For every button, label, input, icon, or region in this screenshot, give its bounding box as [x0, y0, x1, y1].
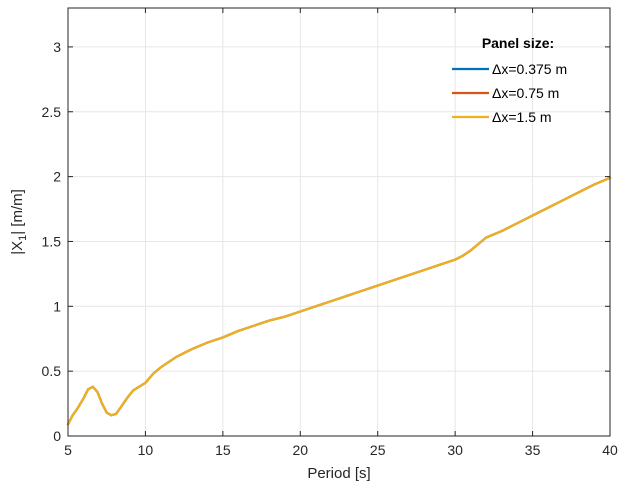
x-tick-label: 35: [525, 442, 541, 458]
x-tick-label: 30: [447, 442, 463, 458]
legend-title: Panel size:: [482, 35, 554, 51]
series-line-3: [66, 176, 612, 426]
legend-entry-1: Δx=0.375 m: [492, 61, 567, 77]
tick-labels: 5 10 15 20 25 30 35 40 0 0.5 1 1.5 2 2.5 3: [42, 39, 618, 458]
y-axis-label: |X1| [m/m]: [9, 189, 29, 255]
y-tick-label: 0.5: [42, 363, 62, 379]
legend: Panel size: Δx=0.375 m Δx=0.75 m Δx=1.5 m: [452, 35, 567, 125]
y-axis-label-subscript: 1: [17, 235, 29, 241]
plot-frame: [67, 7, 611, 437]
legend-entry-3: Δx=1.5 m: [492, 109, 552, 125]
x-tick-label: 10: [138, 442, 154, 458]
y-tick-label: 2: [53, 169, 61, 185]
y-axis-label-rest: | [m/m]: [9, 189, 26, 235]
legend-entries: Δx=0.375 m Δx=0.75 m Δx=1.5 m: [452, 61, 567, 125]
y-tick-label: 1.5: [42, 233, 62, 249]
x-tick-label: 5: [64, 442, 72, 458]
x-tick-label: 15: [215, 442, 231, 458]
ticks: [67, 8, 611, 437]
x-axis-label: Period [s]: [307, 465, 370, 482]
y-tick-label: 3: [53, 39, 61, 55]
y-tick-label: 2.5: [42, 104, 62, 120]
x-tick-label: 25: [370, 442, 386, 458]
legend-entry-2: Δx=0.75 m: [492, 85, 559, 101]
y-tick-label: 0: [53, 428, 61, 444]
series-layer: [66, 176, 612, 426]
y-tick-label: 1: [53, 298, 61, 314]
y-axis-label-main: |X: [9, 241, 26, 255]
x-tick-label: 40: [602, 442, 618, 458]
x-tick-label: 20: [292, 442, 308, 458]
